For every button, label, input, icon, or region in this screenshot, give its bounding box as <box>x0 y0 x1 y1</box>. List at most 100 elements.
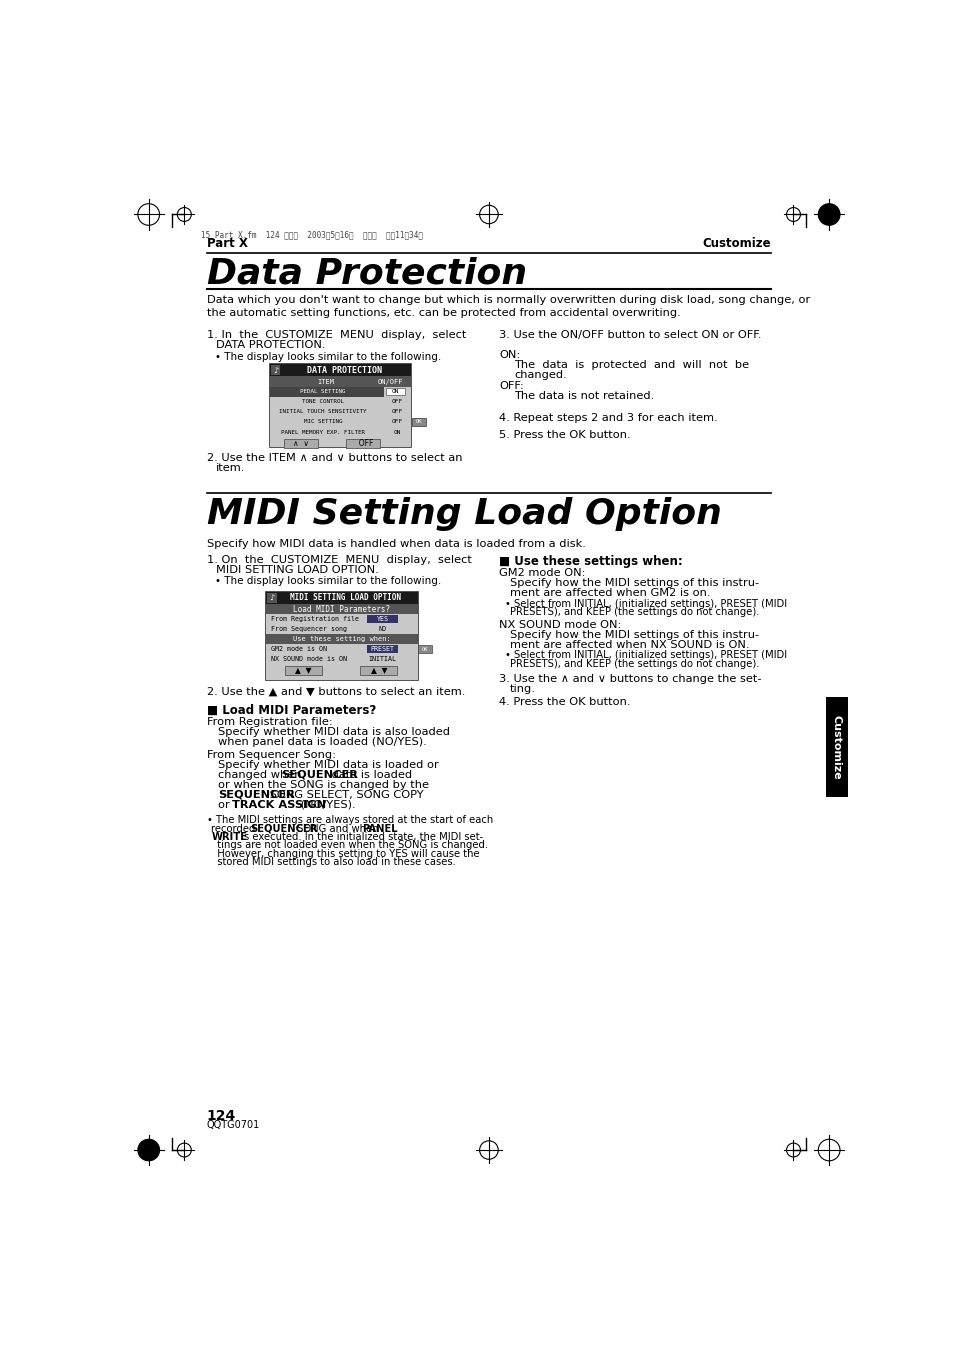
Text: ON:: ON: <box>498 350 519 359</box>
Bar <box>384 407 411 417</box>
Text: MIDI Setting Load Option: MIDI Setting Load Option <box>207 497 720 531</box>
Bar <box>384 427 411 436</box>
Bar <box>412 417 426 426</box>
Text: 2. Use the ITEM ∧ and ∨ buttons to select an: 2. Use the ITEM ∧ and ∨ buttons to selec… <box>207 453 462 463</box>
Bar <box>270 417 384 427</box>
Bar <box>266 634 417 644</box>
Text: or: or <box>217 800 233 809</box>
Text: changed when: changed when <box>217 770 304 780</box>
Text: ment are affected when NX SOUND is ON.: ment are affected when NX SOUND is ON. <box>509 640 748 650</box>
Text: The  data  is  protected  and  will  not  be: The data is protected and will not be <box>514 359 749 370</box>
Bar <box>270 427 384 436</box>
Text: 4. Repeat steps 2 and 3 for each item.: 4. Repeat steps 2 and 3 for each item. <box>498 413 717 423</box>
Text: ■ Use these settings when:: ■ Use these settings when: <box>498 555 682 567</box>
Bar <box>266 592 417 604</box>
Bar <box>285 666 322 676</box>
Text: • The MIDI settings are always stored at the start of each: • The MIDI settings are always stored at… <box>207 815 493 825</box>
Text: NX SOUND mode is ON: NX SOUND mode is ON <box>271 657 347 662</box>
Text: ON/OFF: ON/OFF <box>377 378 403 385</box>
Text: (NO/YES).: (NO/YES). <box>296 800 355 809</box>
Bar <box>384 417 411 427</box>
Bar <box>270 363 411 376</box>
Bar <box>384 386 411 397</box>
Text: Customize: Customize <box>701 236 770 250</box>
Text: OK: OK <box>421 647 427 651</box>
Text: GM2 mode ON:: GM2 mode ON: <box>498 567 585 578</box>
Text: 3. Use the ∧ and ∨ buttons to change the set-: 3. Use the ∧ and ∨ buttons to change the… <box>498 674 760 684</box>
Bar <box>270 397 384 407</box>
Text: data is loaded: data is loaded <box>328 770 412 780</box>
Text: INITIAL TOUCH SENSITIVITY: INITIAL TOUCH SENSITIVITY <box>279 409 367 415</box>
Bar <box>266 624 417 634</box>
Text: DATA PROTECTION.: DATA PROTECTION. <box>216 340 325 350</box>
Bar <box>266 644 417 654</box>
Text: SEQUENCER: SEQUENCER <box>281 770 357 780</box>
Bar <box>384 397 411 407</box>
Text: • Select from INITIAL, (initialized settings), PRESET (MIDI: • Select from INITIAL, (initialized sett… <box>505 598 786 609</box>
Text: ∧  ∨: ∧ ∨ <box>294 439 309 447</box>
Text: SEQUENCER: SEQUENCER <box>250 824 317 834</box>
Text: Customize: Customize <box>831 715 841 780</box>
Text: ♪: ♪ <box>269 593 274 603</box>
Text: From Sequencer song: From Sequencer song <box>271 626 347 632</box>
Text: item.: item. <box>216 463 245 473</box>
Bar <box>266 665 417 681</box>
Bar <box>267 593 276 603</box>
Text: From Sequencer Song:: From Sequencer Song: <box>207 750 335 759</box>
Bar <box>418 644 431 654</box>
Text: MIDI SETTING LOAD OPTION.: MIDI SETTING LOAD OPTION. <box>216 565 378 574</box>
Text: PEDAL SETTING: PEDAL SETTING <box>300 389 345 394</box>
Text: YES: YES <box>376 616 388 621</box>
Text: ▲  ▼: ▲ ▼ <box>370 666 387 674</box>
Text: NX SOUND mode ON:: NX SOUND mode ON: <box>498 620 620 631</box>
Text: OFF: OFF <box>392 420 403 424</box>
Bar <box>266 592 417 681</box>
Text: ■ Load MIDI Parameters?: ■ Load MIDI Parameters? <box>207 704 375 716</box>
Bar <box>270 386 384 397</box>
Text: Data which you don't want to change but which is normally overwritten during dis: Data which you don't want to change but … <box>207 295 809 317</box>
Bar <box>284 439 318 447</box>
Text: ▲  ▼: ▲ ▼ <box>295 666 312 674</box>
Text: ment are affected when GM2 is on.: ment are affected when GM2 is on. <box>509 588 710 598</box>
Bar <box>271 365 280 374</box>
Text: From Registration file:: From Registration file: <box>207 716 333 727</box>
Bar <box>825 697 847 797</box>
Text: is executed. In the initialized state, the MIDI set-: is executed. In the initialized state, t… <box>237 832 482 842</box>
Bar <box>266 654 417 665</box>
Text: MIDI SETTING LOAD OPTION: MIDI SETTING LOAD OPTION <box>290 593 401 603</box>
Text: From Registration file: From Registration file <box>271 616 358 621</box>
Bar <box>367 644 397 653</box>
Text: WRITE: WRITE <box>212 832 247 842</box>
Text: Specify how the MIDI settings of this instru-: Specify how the MIDI settings of this in… <box>509 578 759 588</box>
Text: 5. Press the OK button.: 5. Press the OK button. <box>498 430 630 440</box>
Text: Use these setting when:: Use these setting when: <box>293 636 391 642</box>
Text: SONG SELECT, SONG COPY: SONG SELECT, SONG COPY <box>266 790 423 800</box>
Text: • The display looks similar to the following.: • The display looks similar to the follo… <box>214 577 440 586</box>
Text: OK: OK <box>416 420 422 424</box>
Bar <box>270 376 411 386</box>
Text: stored MIDI settings to also load in these cases.: stored MIDI settings to also load in the… <box>212 858 456 867</box>
Text: QQTG0701: QQTG0701 <box>207 1120 260 1129</box>
Text: Specify how MIDI data is handled when data is loaded from a disk.: Specify how MIDI data is handled when da… <box>207 539 585 550</box>
Text: 2. Use the ▲ and ▼ buttons to select an item.: 2. Use the ▲ and ▼ buttons to select an … <box>207 686 465 697</box>
Text: Part X: Part X <box>207 236 248 250</box>
Text: TONE CONTROL: TONE CONTROL <box>302 400 344 404</box>
Text: tings are not loaded even when the SONG is changed.: tings are not loaded even when the SONG … <box>212 840 488 851</box>
Text: DATA PROTECTION: DATA PROTECTION <box>307 366 382 374</box>
Text: 1. In  the  CUSTOMIZE  MENU  display,  select: 1. In the CUSTOMIZE MENU display, select <box>207 330 466 340</box>
Text: TRACK ASSIGN: TRACK ASSIGN <box>232 800 325 809</box>
Text: ON: ON <box>391 389 398 394</box>
Text: PANEL: PANEL <box>361 824 397 834</box>
Text: when panel data is loaded (NO/YES).: when panel data is loaded (NO/YES). <box>217 736 426 747</box>
Text: Data Protection: Data Protection <box>207 257 526 290</box>
Text: Specify how the MIDI settings of this instru-: Specify how the MIDI settings of this in… <box>509 631 759 640</box>
Text: changed.: changed. <box>514 370 567 380</box>
Bar <box>360 666 397 676</box>
Text: PRESET: PRESET <box>371 646 395 653</box>
Text: NO: NO <box>378 626 386 632</box>
Bar <box>266 615 417 624</box>
Text: • The display looks similar to the following.: • The display looks similar to the follo… <box>214 351 440 362</box>
Bar <box>270 407 384 417</box>
Text: ting.: ting. <box>509 684 536 694</box>
Text: recorded: recorded <box>212 824 258 834</box>
